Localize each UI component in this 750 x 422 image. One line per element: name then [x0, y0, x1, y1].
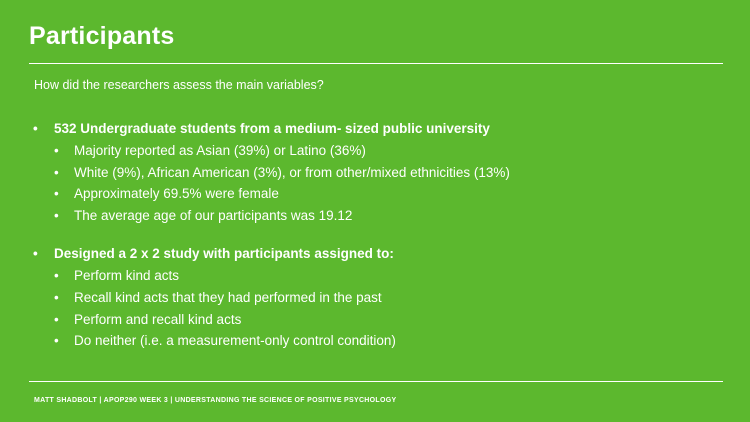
- section-heading: Designed a 2 x 2 study with participants…: [54, 246, 394, 262]
- bullet-item: • 532 Undergraduate students from a medi…: [33, 118, 723, 140]
- sub-bullet-item: • Perform and recall kind acts: [33, 309, 723, 331]
- sub-bullet-item: • Approximately 69.5% were female: [33, 183, 723, 205]
- bullet-icon: •: [54, 143, 59, 158]
- bullet-icon: •: [54, 311, 59, 327]
- sub-list: • Majority reported as Asian (39%) or La…: [33, 140, 723, 226]
- section-heading: 532 Undergraduate students from a medium…: [54, 121, 490, 136]
- bullet-icon: •: [33, 121, 38, 136]
- bullet-icon: •: [54, 333, 59, 349]
- sub-bullet-item: • Perform kind acts: [33, 265, 723, 287]
- slide-footer: MATT SHADBOLT | APOP290 WEEK 3 | UNDERST…: [34, 397, 397, 404]
- sub-bullet-text: Approximately 69.5% were female: [74, 186, 279, 202]
- slide-question: How did the researchers assess the main …: [34, 78, 324, 92]
- bullet-icon: •: [54, 164, 59, 180]
- footer-divider: [29, 381, 723, 382]
- sub-bullet-text: Perform and recall kind acts: [74, 311, 242, 327]
- sub-bullet-item: • The average age of our participants wa…: [33, 205, 723, 227]
- sub-bullet-text: Majority reported as Asian (39%) or Lati…: [74, 143, 366, 158]
- bullet-item: • Designed a 2 x 2 study with participan…: [33, 243, 723, 265]
- sub-bullet-item: • Recall kind acts that they had perform…: [33, 287, 723, 309]
- bullet-icon: •: [33, 246, 38, 262]
- bullet-icon: •: [54, 186, 59, 202]
- section-participants: • 532 Undergraduate students from a medi…: [33, 118, 723, 226]
- sub-list: • Perform kind acts • Recall kind acts t…: [33, 265, 723, 351]
- sub-bullet-text: Recall kind acts that they had performed…: [74, 289, 382, 305]
- bullet-icon: •: [54, 268, 59, 284]
- sub-bullet-text: White (9%), African American (3%), or fr…: [74, 164, 510, 180]
- bullet-icon: •: [54, 289, 59, 305]
- title-divider: [29, 63, 723, 64]
- sub-bullet-text: The average age of our participants was …: [74, 207, 353, 223]
- section-design: • Designed a 2 x 2 study with participan…: [33, 243, 723, 351]
- bullet-icon: •: [54, 207, 59, 223]
- sub-bullet-text: Perform kind acts: [74, 268, 180, 284]
- sub-bullet-item: • Majority reported as Asian (39%) or La…: [33, 140, 723, 162]
- sub-bullet-item: • Do neither (i.e. a measurement-only co…: [33, 330, 723, 352]
- sub-bullet-text: Do neither (i.e. a measurement-only cont…: [74, 333, 396, 349]
- sub-bullet-item: • White (9%), African American (3%), or …: [33, 162, 723, 184]
- slide-title: Participants: [29, 22, 175, 50]
- slide-content: • 532 Undergraduate students from a medi…: [33, 118, 723, 369]
